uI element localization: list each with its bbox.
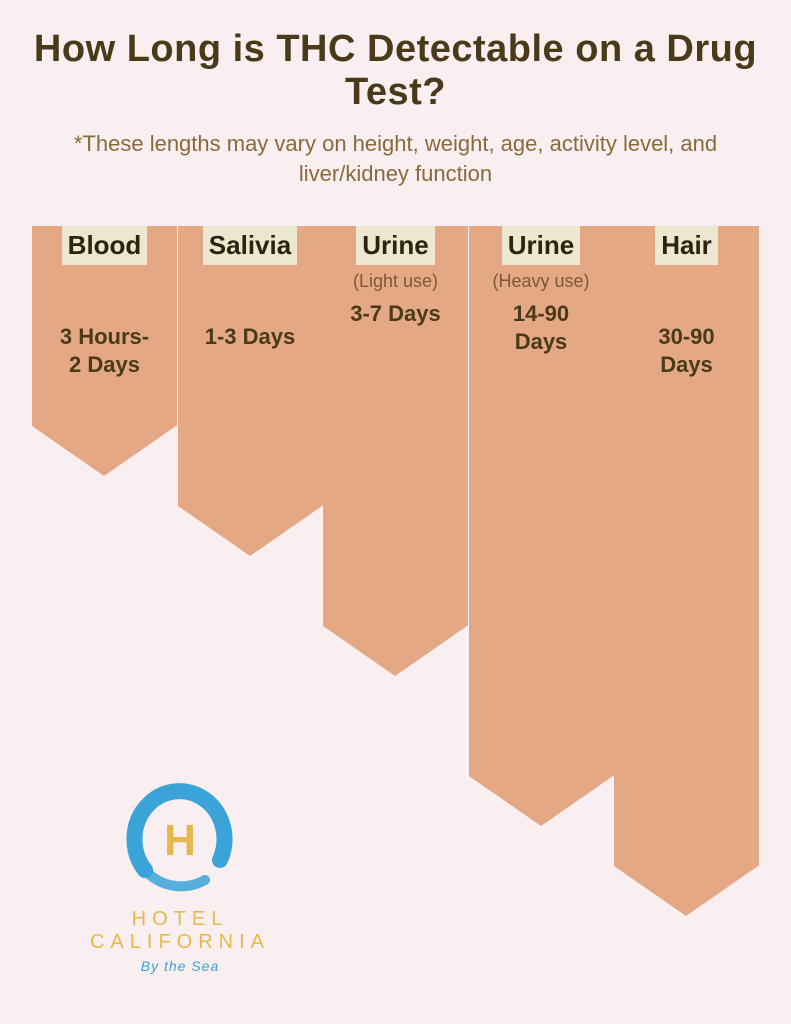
disclaimer-text: *These lengths may vary on height, weigh… bbox=[0, 124, 791, 208]
detection-duration: 14-90Days bbox=[469, 300, 614, 355]
chart-arrow: Blood 3 Hours-2 Days bbox=[32, 208, 177, 476]
logo-tagline: By the Sea bbox=[50, 958, 310, 974]
arrow-body: Blood 3 Hours-2 Days bbox=[32, 226, 177, 426]
test-sublabel: (Heavy use) bbox=[469, 271, 614, 292]
arrow-tip-icon bbox=[32, 426, 176, 476]
detection-duration: 3-7 Days bbox=[323, 300, 468, 328]
chart-arrow: Hair 30-90Days bbox=[614, 208, 759, 916]
chart-arrow: Urine (Light use) 3-7 Days bbox=[323, 208, 468, 676]
arrow-tip-icon bbox=[469, 776, 613, 826]
test-type-label: Salivia bbox=[203, 226, 297, 265]
svg-text:H: H bbox=[164, 816, 196, 865]
page-title: How Long is THC Detectable on a Drug Tes… bbox=[0, 0, 791, 124]
detection-duration: 3 Hours-2 Days bbox=[32, 323, 177, 378]
arrow-tip-icon bbox=[178, 506, 322, 556]
test-type-label: Hair bbox=[655, 226, 718, 265]
test-type-label: Urine bbox=[356, 226, 434, 265]
arrow-tip-icon bbox=[323, 626, 467, 676]
arrow-body: Hair 30-90Days bbox=[614, 226, 759, 866]
arrow-body: Urine (Heavy use) 14-90Days bbox=[469, 226, 614, 776]
brand-logo: H HOTEL CALIFORNIA By the Sea bbox=[50, 780, 310, 974]
test-type-label: Blood bbox=[62, 226, 148, 265]
arrow-body: Salivia 1-3 Days bbox=[178, 226, 323, 506]
detection-duration: 30-90Days bbox=[614, 323, 759, 378]
test-sublabel: (Light use) bbox=[323, 271, 468, 292]
test-type-label: Urine bbox=[502, 226, 580, 265]
chart-arrow: Urine (Heavy use) 14-90Days bbox=[469, 208, 614, 826]
logo-swirl-icon: H bbox=[110, 780, 250, 900]
arrow-body: Urine (Light use) 3-7 Days bbox=[323, 226, 468, 626]
logo-name: HOTEL CALIFORNIA bbox=[50, 908, 310, 954]
detection-duration: 1-3 Days bbox=[178, 323, 323, 351]
arrow-tip-icon bbox=[614, 866, 758, 916]
chart-arrow: Salivia 1-3 Days bbox=[178, 208, 323, 556]
